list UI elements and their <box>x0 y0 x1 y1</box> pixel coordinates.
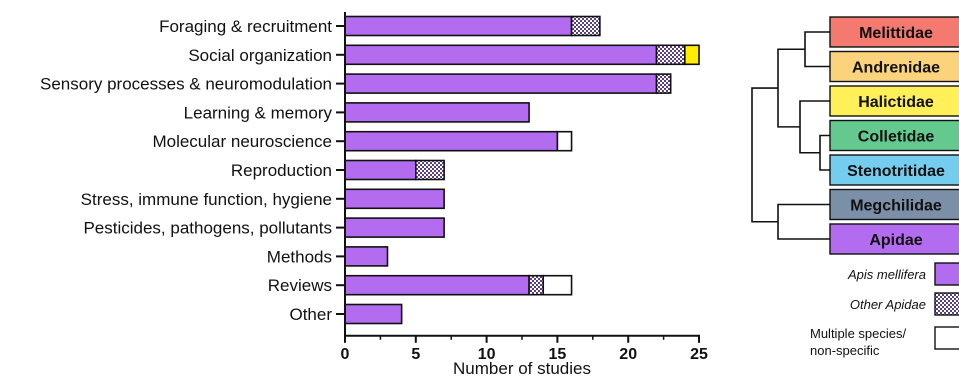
bar-segment-0-9 <box>344 274 530 296</box>
family-label: Halictidae <box>858 94 934 111</box>
x-tick-label: 0 <box>341 346 350 363</box>
family-label: Apidae <box>869 232 922 249</box>
bars-layer <box>344 15 700 325</box>
family-label: Megchilidae <box>850 198 942 215</box>
bar-segment-1-9 <box>528 274 545 296</box>
x-tick-label: 5 <box>411 346 420 363</box>
x-tick-label: 10 <box>478 346 496 363</box>
bar-segment-0-3 <box>344 102 530 123</box>
bar-segment-0-0 <box>344 15 573 37</box>
family-box-halictidae <box>829 85 959 117</box>
bar-segment-0-4 <box>344 130 559 152</box>
category-labels: Foraging & recruitment Social organizatio… <box>40 17 332 324</box>
category-label: Pesticides, pathogens, pollutants <box>83 219 332 238</box>
category-label: Methods <box>267 247 332 266</box>
category-label: Other <box>289 305 332 324</box>
axes: 0 5 10 15 20 25 <box>336 12 708 363</box>
bar-segment-0-7 <box>344 217 445 238</box>
family-label: Stenotritidae <box>847 163 945 180</box>
bar-segment-1-5 <box>414 159 445 181</box>
family-boxes: Melittidae Andrenidae Halictidae Colletidae… <box>829 16 959 255</box>
category-label: Reproduction <box>231 161 332 180</box>
tree-branch <box>799 100 830 154</box>
legend: Apis mellifera Other Apidae Multiple speci… <box>810 262 959 358</box>
legend-label: Other Apidae <box>850 297 926 312</box>
bar-segment-0-6 <box>344 188 445 210</box>
family-box-megchilidae <box>829 188 959 221</box>
x-tick-label: 25 <box>690 346 708 363</box>
bar-segment-3-1 <box>684 44 700 66</box>
tree-branch <box>819 134 830 171</box>
x-axis-label: Number of studies <box>453 359 591 378</box>
family-box-stenotritidae <box>829 154 959 186</box>
tree-branch <box>751 87 778 223</box>
bar-segment-0-8 <box>344 246 389 267</box>
tree-branch <box>777 48 805 128</box>
bar-segment-0-5 <box>344 159 417 181</box>
x-tick-label: 15 <box>549 346 567 363</box>
bar-segment-1-2 <box>655 73 672 94</box>
bar-segment-1-1 <box>655 44 686 66</box>
legend-label-line: non-specific <box>810 343 880 358</box>
legend-label: Apis mellifera <box>847 267 926 282</box>
legend-label-line: Multiple species/ <box>810 326 906 341</box>
family-label: Andrenidae <box>852 60 940 77</box>
bar-segment-1-0 <box>570 15 601 37</box>
category-label: Learning & memory <box>184 103 333 122</box>
category-label: Sensory processes & neuromodulation <box>40 75 332 94</box>
bar-segment-0-10 <box>344 303 403 325</box>
family-box-apidae <box>829 223 959 255</box>
bar-segment-0-2 <box>344 73 658 94</box>
category-label: Foraging & recruitment <box>159 17 332 36</box>
legend-swatch-0 <box>934 262 959 286</box>
category-label: Molecular neuroscience <box>152 132 332 151</box>
category-label: Stress, immune function, hygiene <box>81 190 332 209</box>
legend-swatch-2 <box>934 326 959 350</box>
tree-branch <box>804 31 830 68</box>
family-box-andrenidae <box>829 50 959 83</box>
legend-swatch-1 <box>934 292 959 316</box>
bar-segment-2-4 <box>556 130 573 152</box>
bar-segment-0-1 <box>344 44 658 66</box>
legend-label: Multiple species/non-specific <box>810 326 906 358</box>
family-label: Colletidae <box>858 129 935 146</box>
category-label: Reviews <box>268 276 332 295</box>
phylogeny-tree <box>751 31 830 240</box>
family-box-melittidae <box>829 16 959 48</box>
category-label: Social organization <box>188 46 332 65</box>
x-tick-label: 20 <box>619 346 637 363</box>
family-label: Melittidae <box>859 25 933 42</box>
tree-branch <box>777 203 830 240</box>
family-box-colletidae <box>829 119 959 152</box>
bar-segment-2-9 <box>542 274 573 296</box>
